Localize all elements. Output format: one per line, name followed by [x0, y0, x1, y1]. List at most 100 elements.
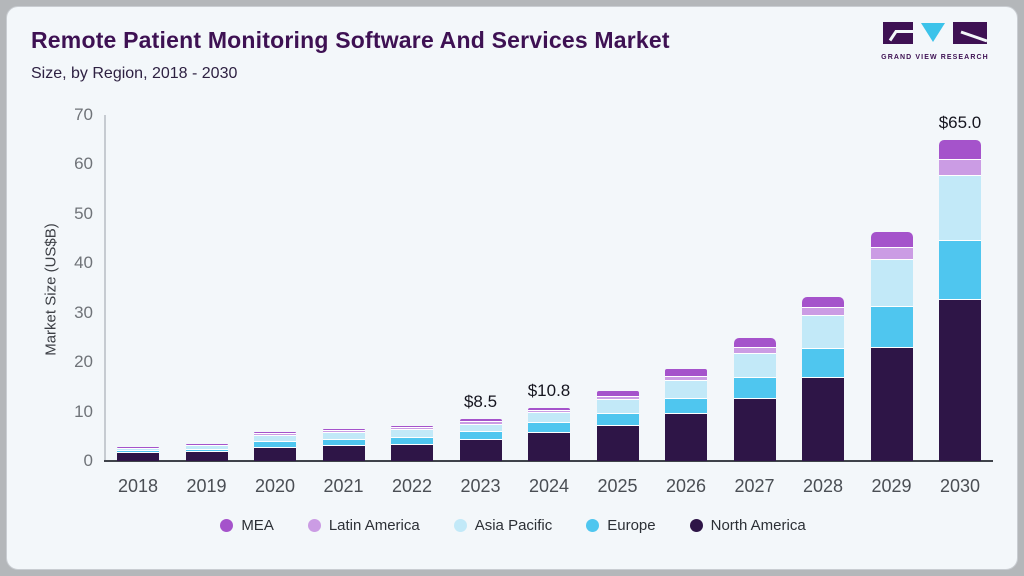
x-label-2020: 2020 [254, 476, 296, 496]
x-label-2026: 2026 [665, 476, 707, 496]
bar-2029-asia-pacific [870, 258, 913, 307]
x-label-2027: 2027 [734, 476, 775, 496]
bar-2019-north-america [185, 451, 228, 461]
legend-dot-europe [586, 519, 600, 532]
x-label-2019: 2019 [186, 476, 227, 496]
legend-item-mea: MEA [220, 517, 274, 534]
bar-2023-asia-pacific [459, 423, 502, 432]
grand-view-research-logo: GRAND VIEW RESEARCH [881, 20, 989, 66]
bar-2028-north-america [802, 376, 844, 461]
bar-2025-mea [596, 391, 639, 396]
y-axis-title: Market Size (US$B) [42, 223, 60, 356]
bar-2022-asia-pacific [391, 429, 433, 438]
bar-2022-mea [391, 426, 433, 428]
bar-2021-north-america [322, 445, 365, 461]
y-tick-60: 60 [74, 154, 93, 174]
bar-2029-north-america [870, 346, 913, 461]
legend-item-europe: Europe [586, 517, 656, 534]
bar-2023-north-america [459, 439, 502, 461]
x-label-2018: 2018 [117, 476, 159, 496]
bar-2021-latin-america [322, 430, 365, 432]
x-label-2029: 2029 [871, 476, 912, 496]
legend-dot-north-america [689, 519, 703, 532]
bar-2020-asia-pacific [254, 434, 296, 441]
bar-2030-mea [939, 139, 981, 159]
bar-2026-europe [665, 397, 707, 414]
y-tick-70: 70 [74, 105, 93, 124]
legend-item-latin-america: Latin America [307, 517, 420, 534]
y-tick-30: 30 [74, 302, 93, 322]
bar-2025-north-america [596, 424, 639, 461]
legend-item-north-america: North America [689, 517, 806, 534]
legend-item-asia-pacific: Asia Pacific [453, 517, 553, 534]
bar-2025-europe [596, 413, 639, 425]
bar-2026-latin-america [665, 375, 707, 380]
bar-2022-europe [391, 437, 433, 445]
bar-2028-mea [802, 296, 844, 307]
legend-label: North America [710, 517, 806, 534]
bar-2024-north-america [528, 432, 570, 461]
bar-2029-mea [870, 231, 913, 247]
legend-label: Asia Pacific [474, 517, 553, 534]
y-tick-20: 20 [74, 352, 93, 372]
x-axis-line [104, 460, 993, 462]
bar-2030-europe [939, 239, 981, 300]
bar-2024-latin-america [528, 410, 570, 413]
bar-2024-mea [528, 407, 570, 411]
bar-2021-asia-pacific [322, 431, 365, 440]
gvr-logo-mark [883, 22, 988, 44]
bar-2023-mea [459, 418, 502, 421]
legend-label: Europe [607, 517, 656, 534]
bar-2025-asia-pacific [596, 398, 639, 414]
y-tick-40: 40 [74, 253, 93, 273]
bar-2027-mea [733, 337, 776, 347]
bar-2029-latin-america [870, 246, 913, 259]
page-subtitle: Size, by Region, 2018 - 2030 [31, 65, 238, 82]
bar-2020-north-america [254, 446, 296, 461]
bar-2019-asia-pacific [185, 445, 228, 449]
bar-2020-europe [254, 440, 296, 447]
value-label-2023: $8.5 [463, 391, 498, 411]
y-tick-50: 50 [74, 203, 93, 223]
page-title: Remote Patient Monitoring Software And S… [31, 27, 670, 53]
value-label-2024: $10.8 [527, 380, 571, 400]
bar-2020-latin-america [254, 433, 296, 435]
bar-2024-europe [528, 422, 570, 433]
legend-dot-latin-america [307, 519, 321, 532]
x-label-2022: 2022 [391, 476, 433, 496]
legend-label: MEA [241, 517, 274, 534]
bar-2027-latin-america [733, 346, 776, 353]
legend-dot-mea [220, 519, 234, 532]
gvr-logo-text: GRAND VIEW RESEARCH [881, 54, 989, 61]
bar-2021-mea [322, 429, 365, 431]
x-label-2030: 2030 [939, 476, 981, 496]
x-label-2028: 2028 [802, 476, 844, 496]
bar-2018-latin-america [117, 447, 159, 449]
bar-2028-asia-pacific [802, 314, 844, 348]
bar-2018-north-america [117, 452, 159, 461]
x-label-2021: 2021 [323, 476, 364, 496]
chart-card: Remote Patient Monitoring Software And S… [6, 6, 1018, 570]
x-label-2025: 2025 [597, 476, 638, 496]
bar-2029-europe [870, 306, 913, 347]
bar-2030-asia-pacific [939, 174, 981, 240]
x-label-2024: 2024 [528, 476, 570, 496]
bar-2030-north-america [939, 299, 981, 461]
value-label-2030: $65.0 [938, 112, 982, 132]
bar-2022-latin-america [391, 427, 433, 430]
bar-2026-north-america [665, 413, 707, 461]
bar-2019-latin-america [185, 444, 228, 446]
legend-dot-asia-pacific [453, 519, 467, 532]
y-tick-0: 0 [83, 451, 93, 470]
bar-2028-latin-america [802, 306, 844, 315]
x-label-2023: 2023 [460, 476, 501, 496]
y-tick-10: 10 [74, 401, 93, 421]
bar-2030-latin-america [939, 158, 981, 175]
y-axis-line [104, 115, 106, 461]
bar-2021-europe [322, 439, 365, 446]
bar-2024-asia-pacific [528, 412, 570, 423]
bar-2026-asia-pacific [665, 379, 707, 398]
bar-2018-asia-pacific [117, 448, 159, 451]
bar-2028-europe [802, 347, 844, 377]
bar-2019-europe [185, 448, 228, 452]
